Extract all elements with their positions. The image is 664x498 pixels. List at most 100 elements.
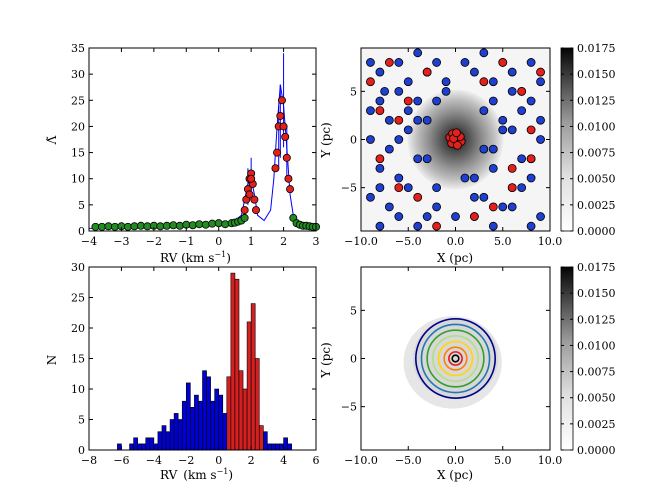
field-point [432, 183, 442, 193]
colorbar-tick-label: 0.0175 [577, 261, 616, 274]
y-tick-label: 20 [71, 120, 85, 133]
y-tick-label: 30 [71, 68, 85, 81]
y-tick-label: 10 [71, 173, 85, 186]
x-tick-label: −3 [113, 235, 129, 248]
member-point [279, 122, 288, 131]
colorbar-tick-label: 0.0100 [577, 339, 616, 352]
colorbar-tick-label: 0.0150 [577, 287, 616, 300]
field-point [413, 154, 423, 164]
field-point [123, 222, 132, 231]
contour-line [420, 323, 491, 394]
field-point [460, 173, 470, 183]
field-point [451, 212, 460, 221]
field-point [380, 86, 390, 96]
field-point [441, 86, 451, 96]
histogram-bar-blue [129, 443, 134, 451]
x-tick-label: −10.0 [344, 454, 378, 467]
field-point [104, 222, 113, 231]
field-point [413, 96, 423, 106]
field-point [403, 106, 413, 116]
y-tick-label: 15 [71, 147, 85, 160]
member-point [403, 96, 413, 106]
member-point [507, 163, 517, 173]
member-point [498, 58, 508, 67]
x-tick-label: 0 [215, 454, 222, 467]
colorbar-bar [560, 47, 574, 232]
colorbar: 0.0000 0.0025 0.0050 0.0075 0.0100 0.0125 0.01… [560, 42, 616, 238]
contour-line [448, 351, 463, 366]
field-point [507, 202, 517, 212]
contour-line [415, 318, 496, 399]
colorbar-tick-label: 0.0100 [577, 120, 616, 133]
member-point [375, 106, 385, 116]
field-point [469, 173, 479, 183]
field-point [403, 77, 413, 87]
histogram-bar-blue [153, 443, 159, 451]
field-point [403, 125, 413, 135]
field-point [413, 221, 423, 231]
field-point [488, 221, 498, 231]
histogram-bar-blue [218, 394, 224, 451]
x-tick-label: 0.0 [447, 454, 465, 467]
colorbar-tick-label: 0.0175 [577, 42, 616, 55]
x-tick-label: 0 [215, 235, 222, 248]
member-point [413, 192, 423, 202]
member-point [488, 202, 498, 212]
field-point [469, 67, 479, 77]
histogram-bar-red [246, 321, 252, 451]
field-point [110, 222, 119, 231]
histogram-bar-blue [181, 400, 187, 451]
histogram-bar-blue [137, 443, 142, 451]
histogram-bar-blue [185, 382, 191, 451]
histogram-bar-blue [202, 370, 207, 451]
colorbar-tick-label: 0.0025 [577, 418, 616, 431]
field-point [479, 48, 489, 58]
histogram-bar-blue [117, 443, 122, 451]
ylabel: Λ̃ [45, 135, 59, 145]
x-tick-label: 3 [313, 235, 320, 248]
field-point [441, 77, 451, 87]
x-tick-label: −5.0 [395, 454, 422, 467]
y-tick-label: 0 [78, 225, 85, 238]
field-point [517, 183, 527, 193]
field-point [536, 135, 545, 144]
y-tick-label: 20 [71, 322, 85, 335]
member-point [526, 154, 536, 164]
field-point [240, 213, 249, 222]
member-point [250, 195, 259, 204]
field-point [498, 125, 508, 135]
member-point [286, 185, 295, 194]
field-point [526, 58, 536, 67]
field-point [422, 154, 432, 164]
field-point [221, 220, 230, 229]
x-tick-label: 1 [248, 235, 255, 248]
member-point [271, 164, 280, 173]
histogram-bar-blue [133, 437, 138, 451]
member-point [375, 154, 385, 164]
field-point [413, 48, 423, 58]
field-point [375, 183, 385, 193]
panel-spatial-scatter: −10.0 −5.0 0.0 5.0 10.0 −5 0 5 X (pc) Y (pc) 0.… [319, 42, 616, 265]
histogram-bar-blue [165, 431, 171, 451]
x-tick-label: 10.0 [538, 235, 563, 248]
x-tick-label: 2 [280, 235, 287, 248]
y-tick-label: 5 [350, 304, 357, 317]
field-point [498, 202, 508, 212]
y-tick-label: 35 [71, 42, 85, 55]
y-tick-label: 5 [78, 414, 85, 427]
field-point [488, 144, 498, 154]
member-point [507, 183, 517, 193]
y-tick-label: 25 [71, 292, 85, 305]
field-point [366, 192, 375, 202]
histogram-bar-blue [177, 419, 183, 451]
field-point [394, 58, 404, 67]
member-point [536, 67, 545, 77]
ylabel: Y (pc) [319, 342, 333, 379]
histogram-bar-red [258, 425, 264, 451]
field-point [479, 144, 489, 154]
histogram-bar-blue [210, 400, 215, 451]
model-line [88, 84, 317, 229]
member-point [432, 221, 442, 231]
histogram-bar-blue [161, 425, 167, 451]
field-point [517, 106, 527, 116]
